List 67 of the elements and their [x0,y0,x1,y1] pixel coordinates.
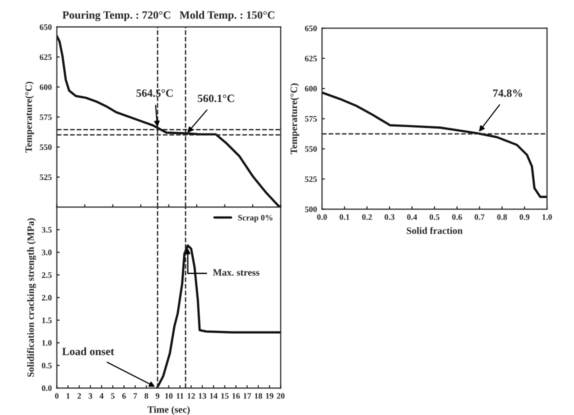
x-tick-label: 3 [88,393,92,399]
y-tick-label: 3.5 [42,227,52,233]
x-tick-label: 7 [134,393,138,399]
x-axis-title: Time (sec) [148,406,190,415]
y-axis-title: Solidification cracking strength (MPa) [27,218,36,377]
x-tick-label: 12 [188,393,195,399]
y-tick-label: 525 [304,176,317,182]
x-tick-label: 19 [266,393,274,399]
y-tick-label: 2.0 [42,294,52,301]
x-tick-label: 6 [122,393,126,399]
x-tick-label: 1 [66,393,70,399]
y-tick-label: 650 [40,24,52,30]
y-tick-label: 1.0 [42,340,52,346]
y-axis-title: Temperature(°C) [290,83,300,154]
x-tick-label: 18 [254,393,262,399]
x-tick-label: 10 [165,393,173,399]
x-tick-label: 0.6 [452,214,462,220]
chart-title: Pouring Temp. : 720°C Mold Temp. : 150°C [62,10,274,22]
annotation: Load onset [62,347,114,356]
y-tick-label: 0.0 [42,385,52,392]
x-tick-label: 14 [210,393,218,399]
x-tick-label: 1.0 [542,214,552,220]
line-series [322,91,548,198]
x-tick-label: 2 [77,393,81,399]
x-tick-label: 17 [244,393,252,399]
y-tick-label: 500 [304,206,317,212]
y-tick-label: 575 [40,114,52,120]
y-tick-label: 2.5 [42,272,52,278]
x-tick-label: 0.9 [520,214,530,220]
x-tick-label: 0.2 [362,214,372,220]
annotation: 564.5°C [136,89,173,97]
y-tick-label: 550 [40,144,52,150]
annotation: 560.1°C [198,94,234,102]
x-tick-label: 0.1 [340,214,350,220]
y-tick-label: 0.5 [42,362,52,368]
x-tick-label: 0.7 [474,214,485,220]
y-tick-label: 525 [40,174,52,180]
x-axis-title: Solid fraction [406,227,463,234]
x-tick-label: 20 [276,393,285,399]
x-tick-label: 11 [176,393,184,399]
y-tick-label: 625 [40,54,52,60]
x-tick-label: 8 [144,393,148,399]
y-tick-label: 3.0 [42,250,52,256]
y-axis-title: Temperature(°C) [25,82,34,153]
legend-label: Scrap 0% [238,214,272,222]
y-tick-label: 575 [304,116,317,122]
x-tick-label: 0.4 [407,214,418,220]
annotation: Max. stress [212,269,260,276]
x-tick-label: 0 [55,393,59,399]
x-tick-label: 0.0 [317,214,327,220]
annotation: 74.8% [493,89,522,97]
x-tick-label: 13 [198,393,206,399]
x-tick-label: 4 [100,393,104,399]
line-series [156,244,281,388]
x-tick-label: 9 [156,393,160,399]
x-tick-label: 15 [221,393,229,399]
y-tick-label: 550 [304,146,317,152]
x-tick-label: 0.3 [384,214,394,220]
y-tick-label: 600 [304,86,317,92]
x-tick-label: 0.5 [430,214,440,220]
y-tick-label: 1.5 [42,318,52,324]
x-tick-label: 0.8 [497,214,507,220]
x-tick-label: 16 [232,393,240,399]
y-tick-label: 650 [304,26,317,32]
y-tick-label: 625 [304,56,317,62]
x-tick-label: 5 [111,393,115,399]
y-tick-label: 600 [40,84,52,90]
